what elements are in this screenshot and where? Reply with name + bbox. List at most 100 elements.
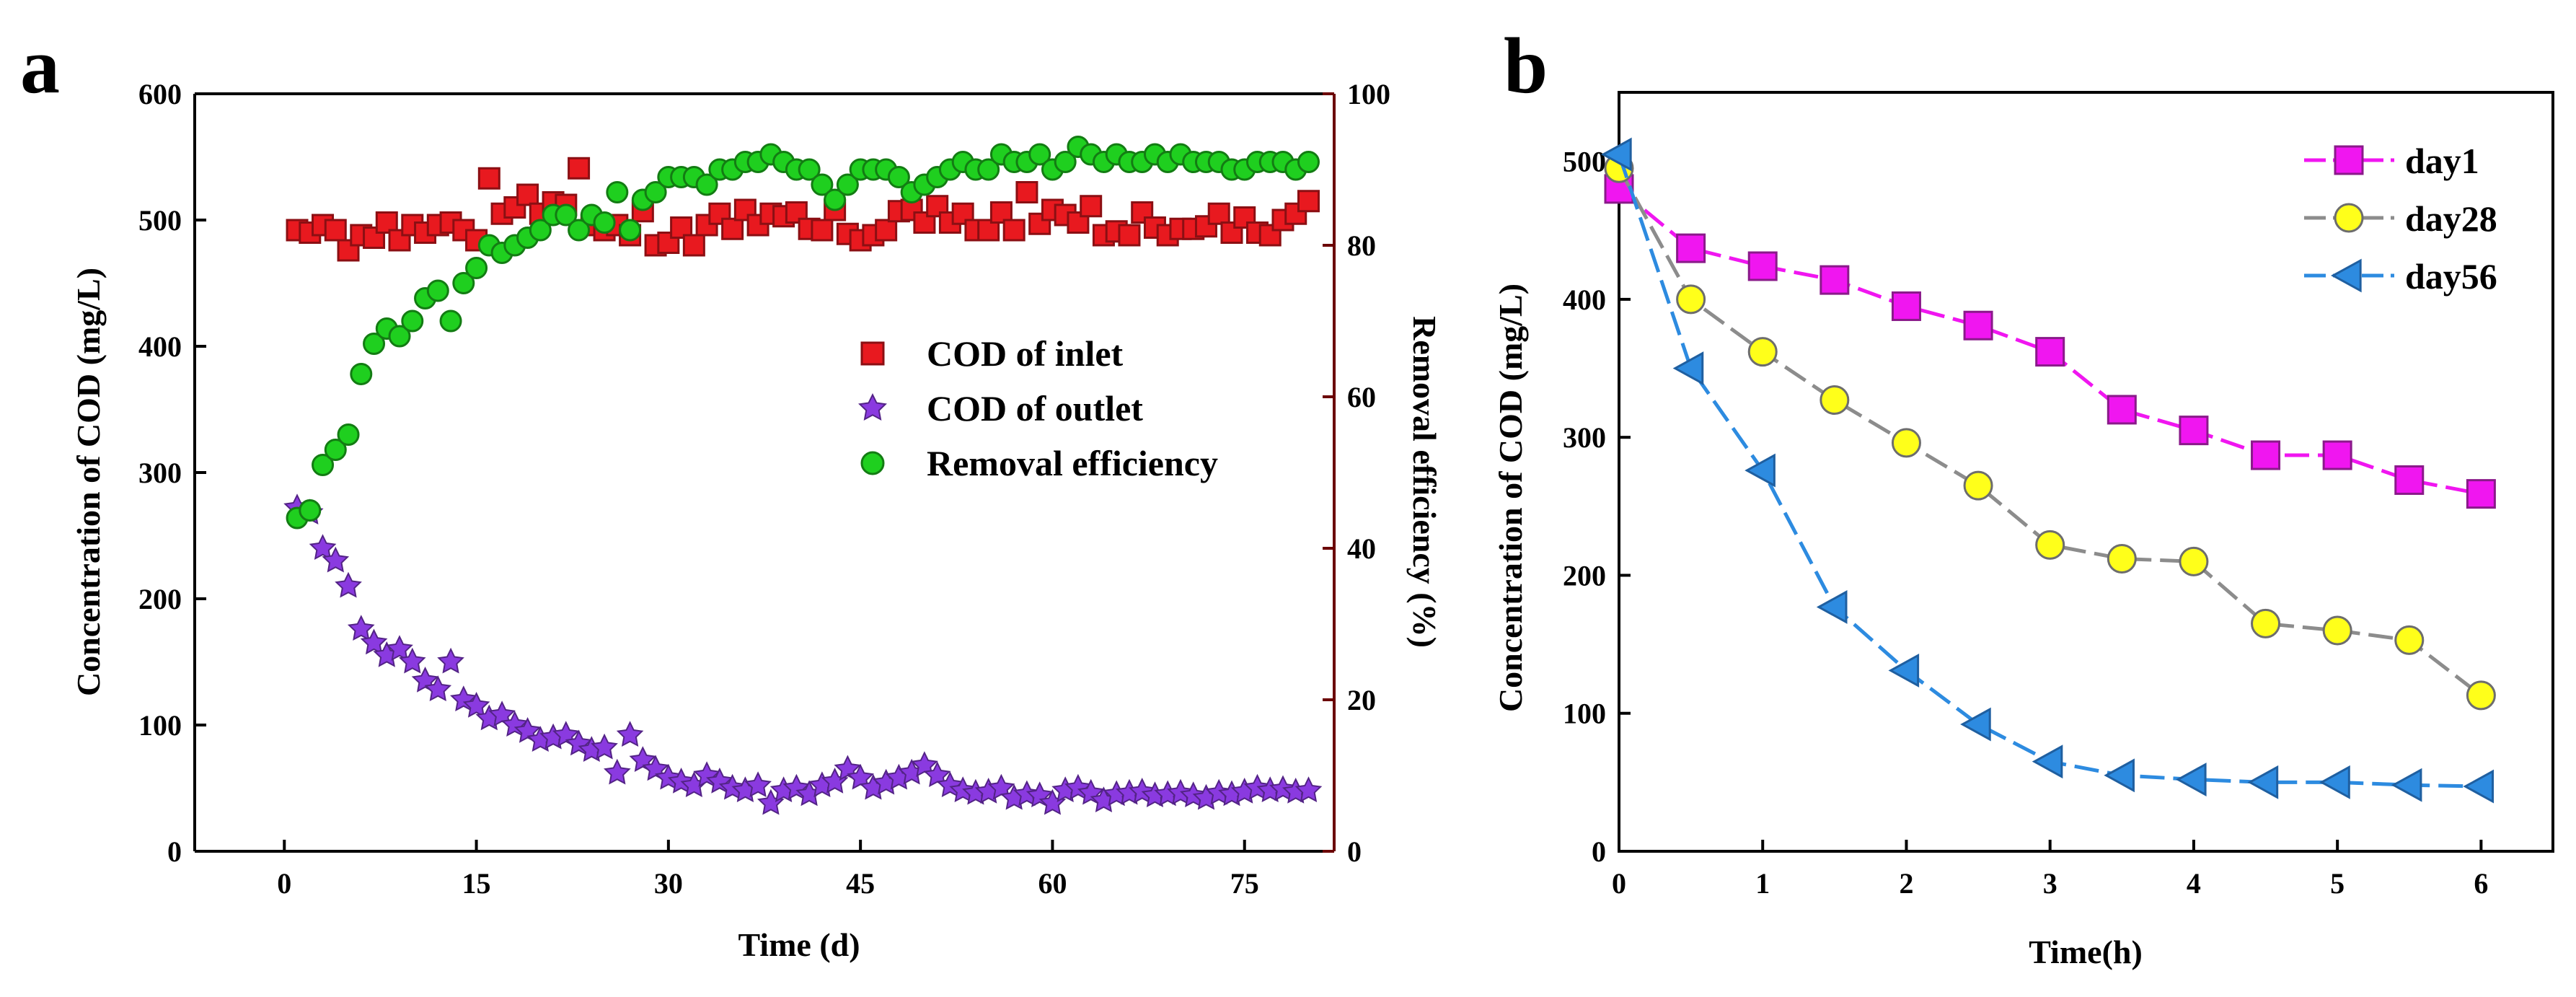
panel-a-legend-label: Removal efficiency — [927, 443, 1218, 483]
panel-a-legend-marker — [860, 341, 885, 366]
panel-b-point — [2319, 765, 2350, 799]
panel-b-point — [1891, 428, 1921, 458]
panel-b-x-axis-label: Time(h) — [2029, 934, 2143, 970]
panel-b-label: b — [1504, 22, 1548, 110]
panel-a-point — [1131, 201, 1154, 224]
panel-b-point — [2104, 758, 2135, 793]
panel-a-x-tick-label: 75 — [1230, 867, 1259, 900]
panel-a-point — [811, 219, 834, 242]
panel-b-point — [2179, 546, 2209, 576]
panel-b-y-tick-label: 200 — [1563, 559, 1606, 592]
panel-a-x-axis-label: Time (d) — [738, 926, 860, 963]
panel-b-point — [2107, 395, 2137, 425]
panel-a-point — [836, 173, 859, 196]
panel-b-point — [2394, 625, 2425, 655]
panel-a-y-tick-label: 500 — [138, 204, 182, 237]
panel-a-point — [721, 217, 744, 240]
panel-a-point — [386, 635, 413, 662]
panel-b-frame — [1618, 91, 2554, 853]
panel-a-point — [424, 675, 452, 702]
panel-a-point — [1002, 219, 1025, 242]
panel-b-point — [2107, 544, 2137, 574]
panel-b-legend-marker — [2334, 203, 2364, 233]
panel-b-y-tick-label: 500 — [1563, 146, 1606, 178]
panel-b-x-tick-label: 3 — [2043, 867, 2057, 900]
panel-a-y2-tick-label: 0 — [1347, 835, 1362, 868]
panel-a-point — [439, 309, 462, 333]
panel-a-point — [593, 211, 616, 234]
panel-b-point — [1888, 653, 1920, 688]
panel-a-point — [1118, 224, 1141, 247]
panel-a-point — [1028, 212, 1051, 235]
panel-a-x-tick-label: 0 — [277, 867, 291, 900]
panel-b-x-tick-label: 2 — [1899, 867, 1913, 900]
panel-a-y2-tick-label: 20 — [1347, 684, 1376, 716]
panel-b-point — [1747, 251, 1778, 281]
panel-a-point — [616, 721, 644, 747]
panel-b-legend-marker — [2331, 258, 2362, 293]
panel-a-point — [555, 203, 578, 227]
panel-b-point — [1816, 590, 1848, 624]
panel-b-y-tick-label: 300 — [1563, 421, 1606, 454]
panel-a-x-tick-label: 60 — [1038, 867, 1067, 900]
panel-b-axes — [1618, 91, 2554, 853]
panel-a-point — [399, 647, 426, 674]
panel-b-y-tick-label: 0 — [1592, 835, 1606, 868]
panel-b-point — [2463, 769, 2495, 804]
panel-b-point — [2035, 337, 2065, 367]
panel-a-y-tick-label: 600 — [138, 78, 182, 110]
panel-b-legend-label: day28 — [2405, 198, 2497, 239]
panel-b-y-axis-label: Concentration of COD (mg/L) — [1492, 284, 1529, 712]
panel-a-point — [568, 157, 591, 180]
panel-a-legend-marker — [858, 393, 887, 421]
panel-b-x-tick-label: 1 — [1755, 867, 1770, 900]
panel-b-point — [2179, 416, 2209, 446]
panel-b-point — [2251, 440, 2281, 470]
panel-a-point — [529, 219, 552, 242]
panel-a-point — [568, 219, 591, 242]
panel-a-legend-label: COD of inlet — [927, 333, 1124, 374]
panel-b-x-tick-label: 5 — [2330, 867, 2345, 900]
panel-a-point — [798, 158, 821, 181]
panel-a-point — [591, 733, 618, 760]
panel-a-point — [337, 423, 360, 446]
panel-b-point — [2322, 615, 2352, 646]
panel-a-point — [363, 333, 386, 355]
panel-b-point — [1960, 707, 1991, 742]
panel-b-point — [2394, 465, 2425, 495]
panel-b-point — [2466, 479, 2496, 509]
panel-a-point — [322, 546, 350, 573]
panel-a-legend: COD of inlet COD of outlet Removal efficie… — [858, 333, 1218, 483]
panel-a-label: a — [20, 22, 60, 110]
panel-a-x-tick-label: 45 — [846, 867, 875, 900]
panel-a-legend-marker — [860, 451, 885, 475]
panel-a-y2-tick-label: 40 — [1347, 532, 1376, 565]
panel-a-point — [437, 647, 464, 674]
panel-b-point — [1819, 385, 1850, 416]
panel-a-point — [606, 181, 629, 203]
panel-a-y2-tick-label: 60 — [1347, 381, 1376, 413]
panel-a-point — [337, 239, 360, 262]
panel-a-point — [977, 158, 1000, 181]
panel-a-point — [824, 188, 847, 211]
panel-b-point — [2032, 745, 2063, 779]
panel-b-ticks: 0 1 2 3 4 5 6 0 100 200 300 400 500 — [1563, 146, 2488, 900]
panel-a-y-tick-label: 0 — [167, 835, 182, 868]
panel-b-legend-marker — [2334, 145, 2364, 175]
panel-a-marks — [283, 136, 1323, 815]
panel-b-point — [1744, 453, 1776, 488]
panel-a-point — [900, 198, 923, 221]
panel-a-point — [1015, 181, 1038, 203]
panel-a-point — [1297, 190, 1320, 213]
panel-a-point — [1054, 151, 1077, 173]
panel-a-x-tick-label: 15 — [462, 867, 491, 900]
panel-b-point — [1891, 291, 1921, 321]
panel-a-point — [1207, 202, 1230, 225]
panel-a-point — [360, 628, 388, 655]
panel-a-point — [746, 214, 769, 237]
panel-b-legend-label: day56 — [2405, 256, 2497, 297]
panel-b-x-tick-label: 4 — [2187, 867, 2201, 900]
panel-a-y-tick-label: 200 — [138, 583, 182, 615]
panel-a-y-axis-label: Concentration of COD (mg/L) — [70, 268, 107, 696]
